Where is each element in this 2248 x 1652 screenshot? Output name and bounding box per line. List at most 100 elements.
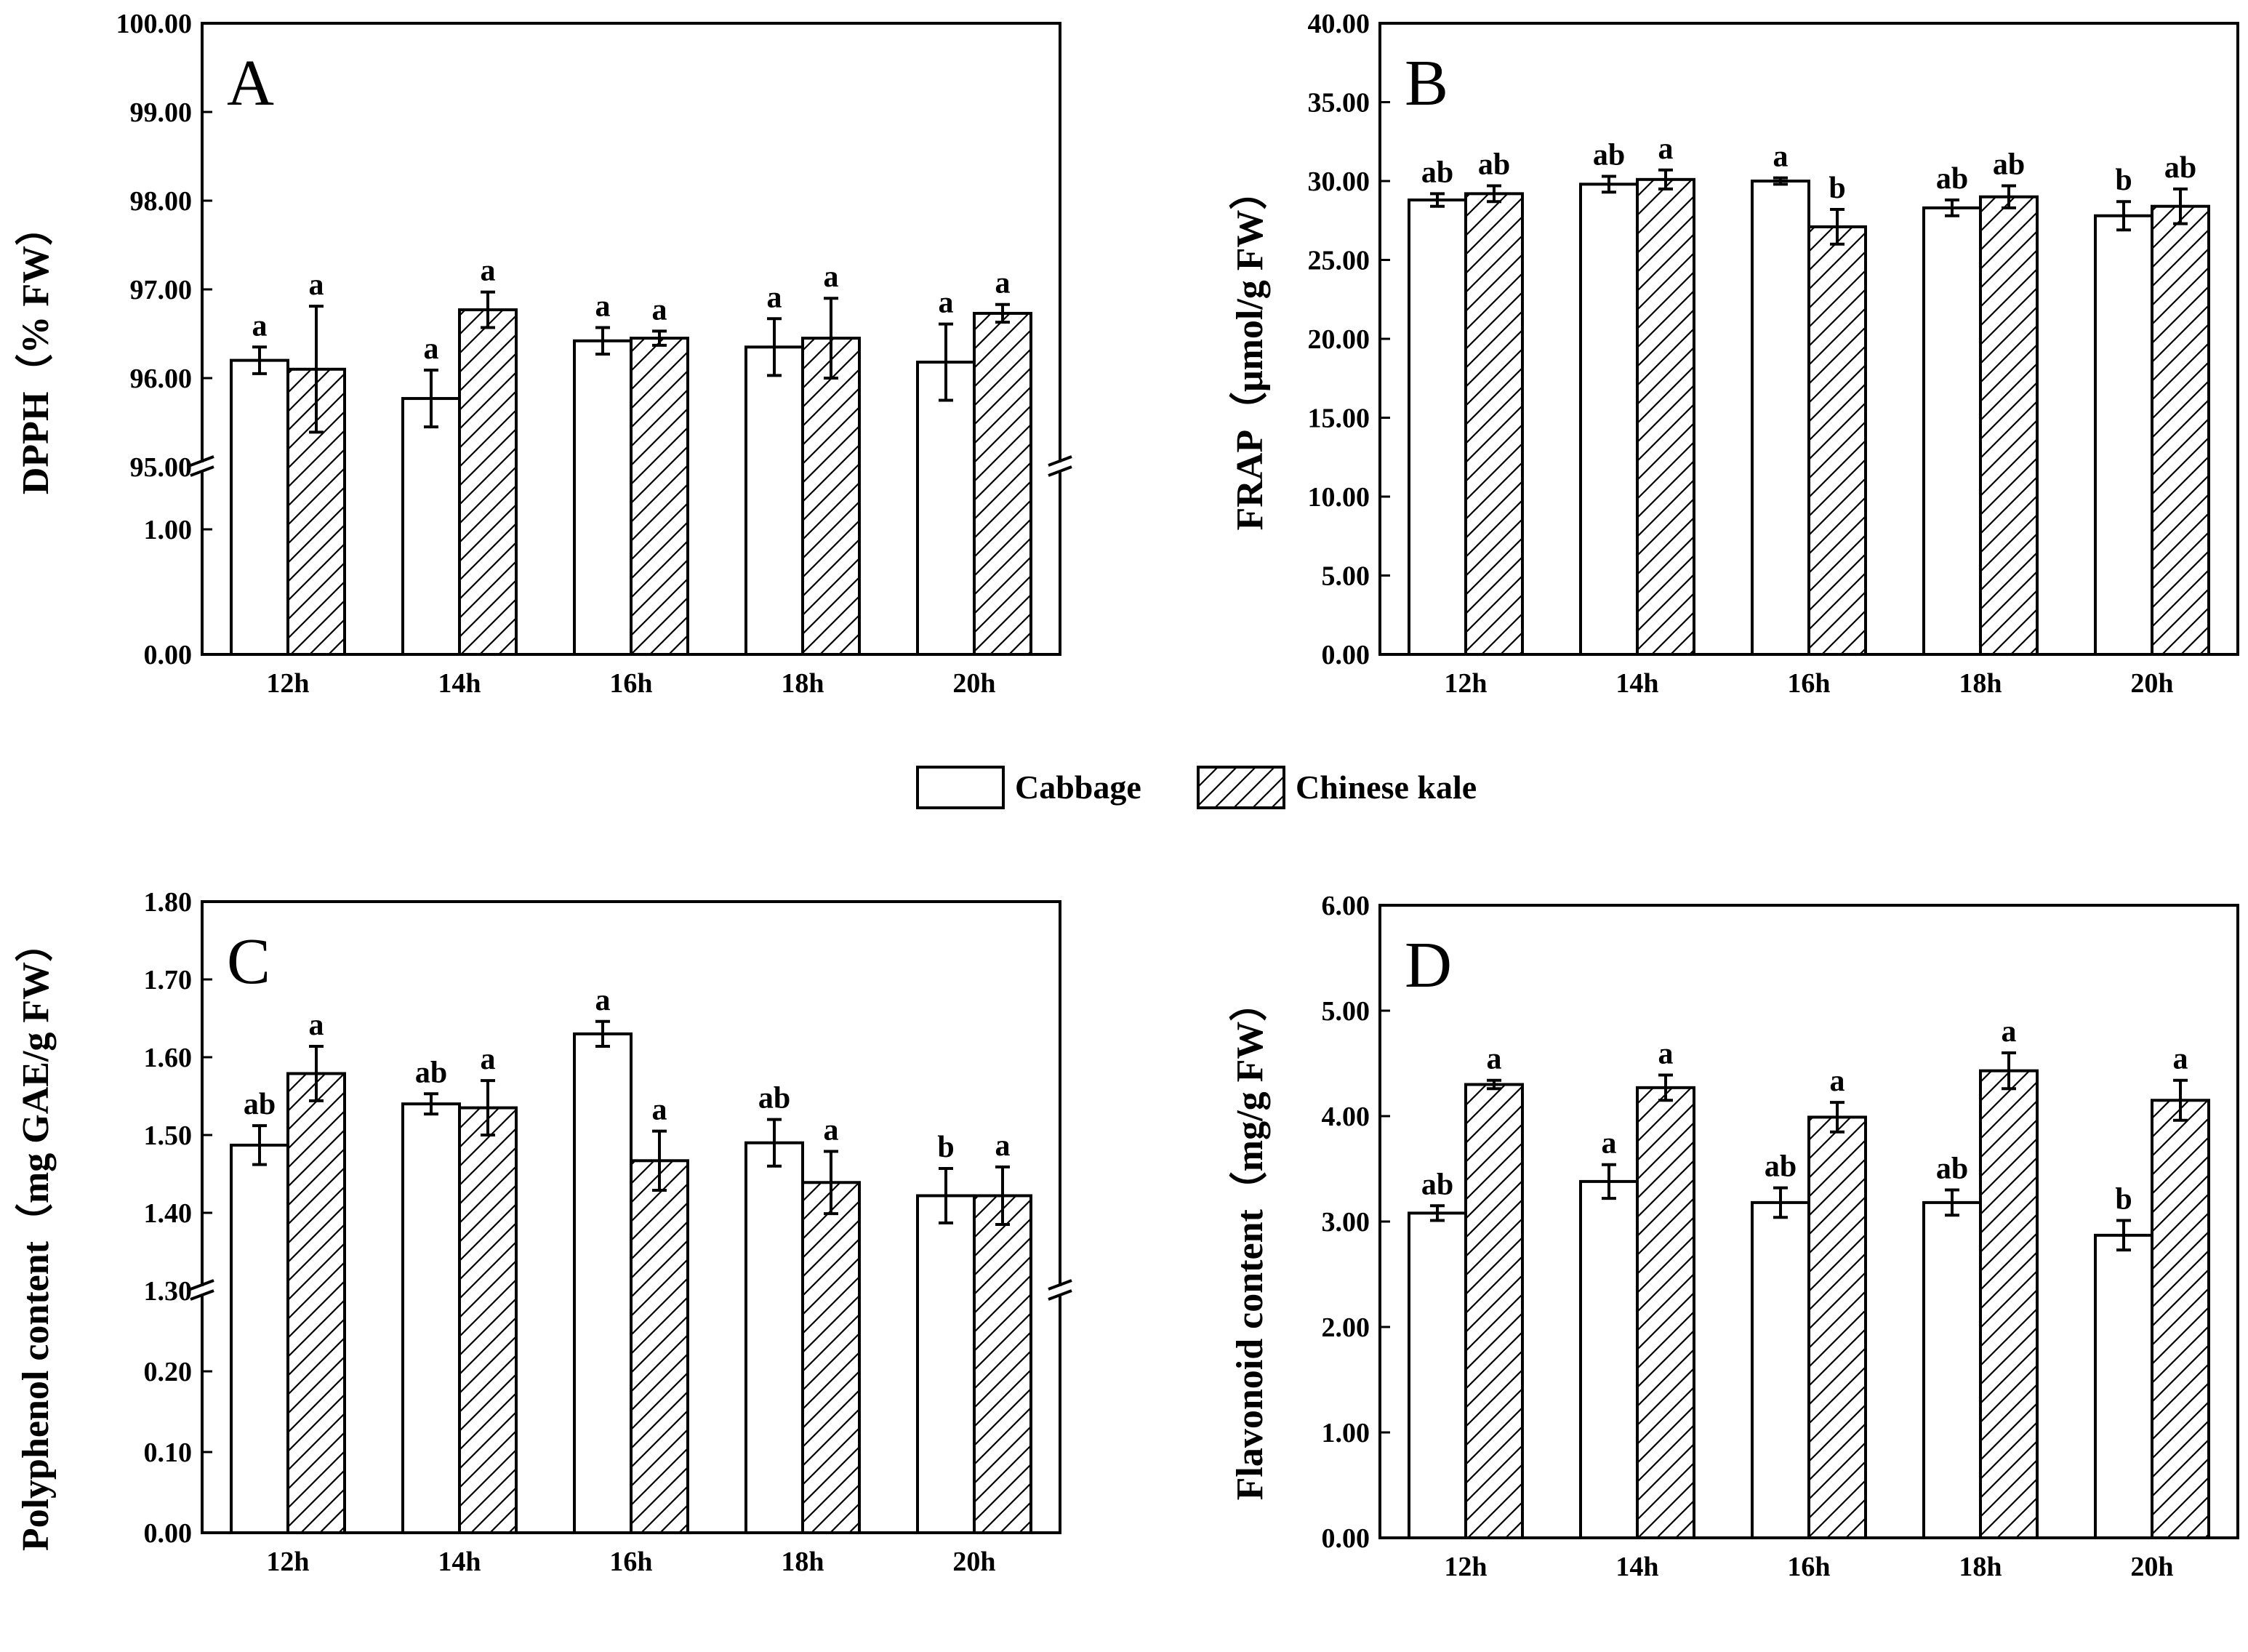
- y-tick-label: 1.00: [1322, 1418, 1370, 1448]
- y-tick-label: 97.00: [130, 275, 193, 305]
- x-tick-label: 12h: [266, 668, 309, 699]
- bar-chinese-kale: [1636, 1086, 1695, 1539]
- significance-letter: a: [939, 286, 954, 320]
- bar-chinese-kale: [630, 337, 689, 656]
- x-tick-label: 14h: [1615, 1552, 1658, 1582]
- x-tick-label: 18h: [781, 668, 824, 699]
- y-tick-label: 98.00: [130, 186, 193, 217]
- bar-cabbage: [230, 1143, 289, 1535]
- bar-cabbage: [1922, 1200, 1982, 1540]
- significance-letter: a: [424, 332, 439, 366]
- bar-cabbage: [2094, 1233, 2153, 1539]
- y-tick-label: 0.20: [144, 1357, 193, 1387]
- y-tick-label: 100.00: [116, 9, 193, 39]
- x-tick-label: 12h: [1444, 1552, 1487, 1582]
- legend-label-cabbage: Cabbage: [1015, 769, 1141, 806]
- y-tick-label: 6.00: [1322, 891, 1370, 921]
- significance-letter: b: [2115, 1183, 2132, 1216]
- y-tick-label: 10.00: [1308, 482, 1370, 513]
- significance-letter: ab: [1593, 138, 1625, 172]
- y-tick-label: 35.00: [1308, 88, 1370, 119]
- bar-chinese-kale: [1464, 192, 1524, 656]
- x-tick-label: 20h: [952, 668, 995, 699]
- chart-panel-d: 0.001.002.003.004.005.006.0012haba14haa1…: [1229, 891, 2239, 1582]
- y-tick-label: 1.50: [144, 1120, 193, 1151]
- y-tick-label: 99.00: [130, 97, 193, 128]
- bar-cabbage: [2094, 214, 2153, 656]
- bar-cabbage: [1579, 1179, 1639, 1540]
- bar-cabbage: [401, 397, 461, 656]
- y-tick-label: 30.00: [1308, 167, 1370, 197]
- significance-letter: a: [1658, 132, 1674, 166]
- significance-letter: a: [767, 281, 782, 314]
- bar-chinese-kale: [1807, 225, 1867, 656]
- y-tick-label: 1.40: [144, 1198, 193, 1229]
- y-tick-label: 3.00: [1322, 1207, 1370, 1238]
- y-tick-label: 2.00: [1322, 1312, 1370, 1343]
- bar-cabbage: [1751, 1200, 1810, 1540]
- legend: Cabbage Chinese kale: [916, 766, 1477, 809]
- significance-letter: a: [2002, 1015, 2017, 1048]
- significance-letter: a: [1487, 1043, 1502, 1076]
- significance-letter: a: [1773, 140, 1789, 174]
- significance-letter: a: [1602, 1127, 1617, 1160]
- y-tick-label: 4.00: [1322, 1102, 1370, 1132]
- significance-letter: ab: [1478, 148, 1510, 182]
- significance-letter: a: [2173, 1043, 2188, 1076]
- significance-letter: ab: [1421, 156, 1453, 189]
- significance-letter: a: [309, 1009, 324, 1042]
- bar-cabbage: [744, 1141, 804, 1534]
- significance-letter: a: [595, 984, 611, 1017]
- x-tick-label: 16h: [609, 1547, 652, 1577]
- bar-chinese-kale: [1464, 1083, 1524, 1539]
- bar-cabbage: [916, 1194, 976, 1534]
- significance-letter: b: [2115, 164, 2132, 197]
- bar-chinese-kale: [973, 311, 1032, 656]
- y-tick-label: 1.70: [144, 965, 193, 995]
- significance-letter: b: [1828, 172, 1845, 205]
- significance-letter: ab: [415, 1056, 447, 1089]
- x-tick-label: 20h: [2130, 668, 2173, 699]
- significance-letter: a: [481, 1043, 496, 1076]
- y-axis-label: Polyphenol content（mg GAE/g FW）: [15, 924, 57, 1551]
- bar-cabbage: [1408, 1211, 1467, 1540]
- legend-label-chinese-kale: Chinese kale: [1296, 769, 1477, 806]
- significance-letter: b: [937, 1131, 954, 1164]
- significance-letter: a: [652, 1094, 667, 1127]
- legend-swatch-chinese-kale: [1197, 766, 1285, 809]
- significance-letter: ab: [758, 1082, 790, 1115]
- significance-letter: a: [252, 309, 268, 342]
- y-tick-label: 1.00: [144, 515, 193, 545]
- axis-break-mark: [190, 465, 214, 477]
- x-tick-label: 12h: [1444, 668, 1487, 699]
- bar-cabbage: [573, 339, 633, 656]
- bar-chinese-kale: [1979, 195, 2039, 656]
- bar-chinese-kale: [2151, 1099, 2210, 1539]
- axis-break-mark: [190, 455, 214, 467]
- bar-chinese-kale: [630, 1159, 689, 1535]
- panel-label: B: [1405, 47, 1448, 119]
- significance-letter: a: [995, 1129, 1011, 1163]
- bar-cabbage: [401, 1102, 461, 1534]
- bar-chinese-kale: [458, 308, 518, 656]
- significance-letter: a: [995, 267, 1011, 300]
- significance-letter: a: [309, 268, 324, 302]
- bar-chinese-kale: [458, 1106, 518, 1535]
- bar-chinese-kale: [1807, 1115, 1867, 1539]
- significance-letter: a: [481, 254, 496, 288]
- y-tick-label: 0.00: [1322, 1523, 1370, 1554]
- x-tick-label: 14h: [1615, 668, 1658, 699]
- x-tick-label: 16h: [1787, 1552, 1830, 1582]
- panel-label: C: [227, 926, 270, 998]
- significance-letter: a: [824, 1113, 839, 1147]
- axis-break-mark: [1048, 1289, 1072, 1301]
- x-tick-label: 12h: [266, 1547, 309, 1577]
- chart-panel-a: 0.00 1.00 95.00 96.00 97.00 98.00 99.00 100.00 1…: [15, 9, 1072, 699]
- significance-letter: ab: [1765, 1150, 1797, 1184]
- significance-letter: ab: [1936, 1152, 1968, 1186]
- x-tick-label: 16h: [1787, 668, 1830, 699]
- y-axis-label: FRAP（μmol/g FW）: [1229, 172, 1271, 530]
- x-tick-label: 20h: [952, 1547, 995, 1577]
